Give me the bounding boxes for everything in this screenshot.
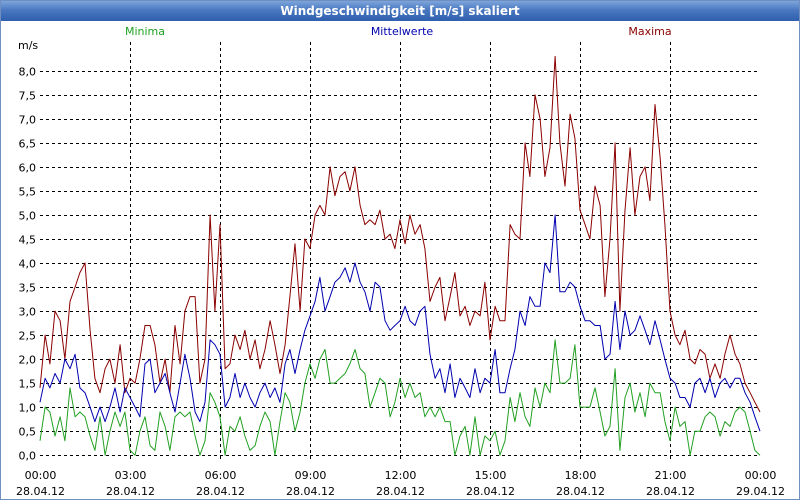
y-tick-label: 7,5 — [19, 90, 37, 103]
y-tick-label: 6,5 — [19, 138, 37, 151]
x-tick-date: 28.04.12 — [16, 485, 65, 498]
legend-maxima: Maxima — [628, 25, 671, 38]
y-tick-label: 0,0 — [19, 450, 37, 463]
y-tick-label: 5,0 — [19, 210, 37, 223]
y-tick-label: 2,0 — [19, 354, 37, 367]
x-tick-date: 28.04.12 — [106, 485, 155, 498]
x-tick-time: 00:00 — [25, 469, 57, 482]
x-tick-date: 28.04.12 — [646, 485, 695, 498]
y-tick-label: 1,0 — [19, 402, 37, 415]
x-tick-time: 00:00 — [745, 469, 777, 482]
x-tick-time: 21:00 — [655, 469, 687, 482]
x-tick-time: 18:00 — [565, 469, 597, 482]
window-title: Windgeschwindigkeit [m/s] skaliert — [1, 1, 799, 21]
axis-ticks: 0,0 0,5 1,0 1,5 2,0 2,5 3,0 3,5 4,0 4,5 5,0 5,5 6,0 6… — [16, 66, 785, 499]
y-tick-label: 0,5 — [19, 426, 37, 439]
y-tick-label: 4,5 — [19, 234, 37, 247]
x-tick-time: 15:00 — [475, 469, 507, 482]
x-tick-date: 28.04.12 — [466, 485, 515, 498]
y-tick-label: 6,0 — [19, 162, 37, 175]
y-tick-label: 5,5 — [19, 186, 37, 199]
y-tick-label: 1,5 — [19, 378, 37, 391]
x-tick-time: 06:00 — [205, 469, 237, 482]
x-tick-time: 03:00 — [115, 469, 147, 482]
y-tick-label: 3,0 — [19, 306, 37, 319]
series-line-minima — [39, 339, 761, 456]
x-tick-time: 12:00 — [385, 469, 417, 482]
x-tick-date: 28.04.12 — [556, 485, 605, 498]
x-tick-date: 28.04.12 — [286, 485, 335, 498]
x-tick-time: 09:00 — [295, 469, 327, 482]
x-tick-date: 29.04.12 — [736, 485, 785, 498]
y-tick-label: 3,5 — [19, 282, 37, 295]
grid — [40, 42, 760, 460]
x-tick-date: 28.04.12 — [376, 485, 425, 498]
y-tick-label: 7,0 — [19, 114, 37, 127]
y-axis-label: m/s — [18, 39, 38, 52]
legend-minima: Minima — [125, 25, 165, 38]
y-tick-label: 8,0 — [19, 66, 37, 79]
y-tick-label: 4,0 — [19, 258, 37, 271]
x-tick-date: 28.04.12 — [196, 485, 245, 498]
series-line-mittelwerte — [39, 214, 761, 432]
legend-mittelwerte: Mittelwerte — [371, 25, 434, 38]
series-lines — [39, 55, 761, 456]
y-tick-label: 2,5 — [19, 330, 37, 343]
